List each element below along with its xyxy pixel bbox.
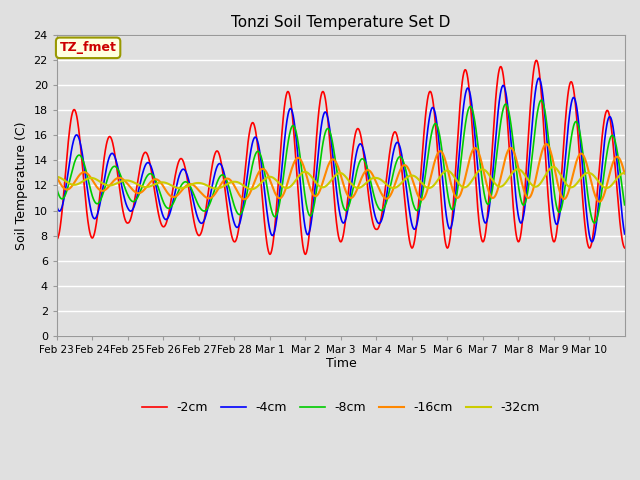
-2cm xyxy=(53,236,61,242)
-16cm xyxy=(542,141,550,147)
-32cm xyxy=(326,179,334,184)
-32cm xyxy=(142,184,150,190)
-4cm xyxy=(475,175,483,181)
Legend: -2cm, -4cm, -8cm, -16cm, -32cm: -2cm, -4cm, -8cm, -16cm, -32cm xyxy=(137,396,545,419)
-8cm xyxy=(326,129,333,134)
-16cm xyxy=(475,149,483,155)
-4cm xyxy=(326,127,333,132)
Line: -4cm: -4cm xyxy=(57,78,625,242)
-16cm xyxy=(558,194,566,200)
-32cm xyxy=(550,164,557,169)
-32cm xyxy=(475,168,483,174)
-32cm xyxy=(621,170,628,176)
Text: TZ_fmet: TZ_fmet xyxy=(60,41,116,54)
-2cm xyxy=(614,198,622,204)
Line: -2cm: -2cm xyxy=(57,60,625,254)
-32cm xyxy=(614,174,622,180)
-2cm xyxy=(559,158,566,164)
-16cm xyxy=(621,171,628,177)
-32cm xyxy=(53,174,61,180)
-8cm xyxy=(53,186,61,192)
-8cm xyxy=(591,220,598,226)
-32cm xyxy=(316,183,323,189)
-8cm xyxy=(538,97,545,103)
-8cm xyxy=(558,202,566,208)
Line: -32cm: -32cm xyxy=(57,167,625,189)
-4cm xyxy=(142,162,150,168)
-16cm xyxy=(53,174,61,180)
-8cm xyxy=(621,202,628,208)
-4cm xyxy=(588,239,596,245)
-2cm xyxy=(142,149,150,155)
-4cm xyxy=(621,231,628,237)
-2cm xyxy=(326,144,334,150)
-8cm xyxy=(316,168,323,173)
-2cm xyxy=(316,103,323,108)
-16cm xyxy=(614,154,622,160)
Title: Tonzi Soil Temperature Set D: Tonzi Soil Temperature Set D xyxy=(231,15,451,30)
-4cm xyxy=(535,75,543,81)
Y-axis label: Soil Temperature (C): Soil Temperature (C) xyxy=(15,121,28,250)
-16cm xyxy=(596,199,604,204)
-4cm xyxy=(558,191,566,197)
-2cm xyxy=(266,252,274,257)
-4cm xyxy=(316,142,323,147)
Line: -8cm: -8cm xyxy=(57,100,625,223)
-16cm xyxy=(142,185,150,191)
-8cm xyxy=(614,154,622,159)
-2cm xyxy=(621,245,628,251)
-2cm xyxy=(475,218,483,224)
-32cm xyxy=(248,186,255,192)
-8cm xyxy=(475,147,483,153)
-8cm xyxy=(142,176,150,181)
-32cm xyxy=(559,175,566,181)
X-axis label: Time: Time xyxy=(326,358,356,371)
-4cm xyxy=(614,169,622,175)
Line: -16cm: -16cm xyxy=(57,144,625,202)
-2cm xyxy=(532,58,540,63)
-4cm xyxy=(53,204,61,209)
-16cm xyxy=(326,159,333,165)
-16cm xyxy=(316,190,323,195)
